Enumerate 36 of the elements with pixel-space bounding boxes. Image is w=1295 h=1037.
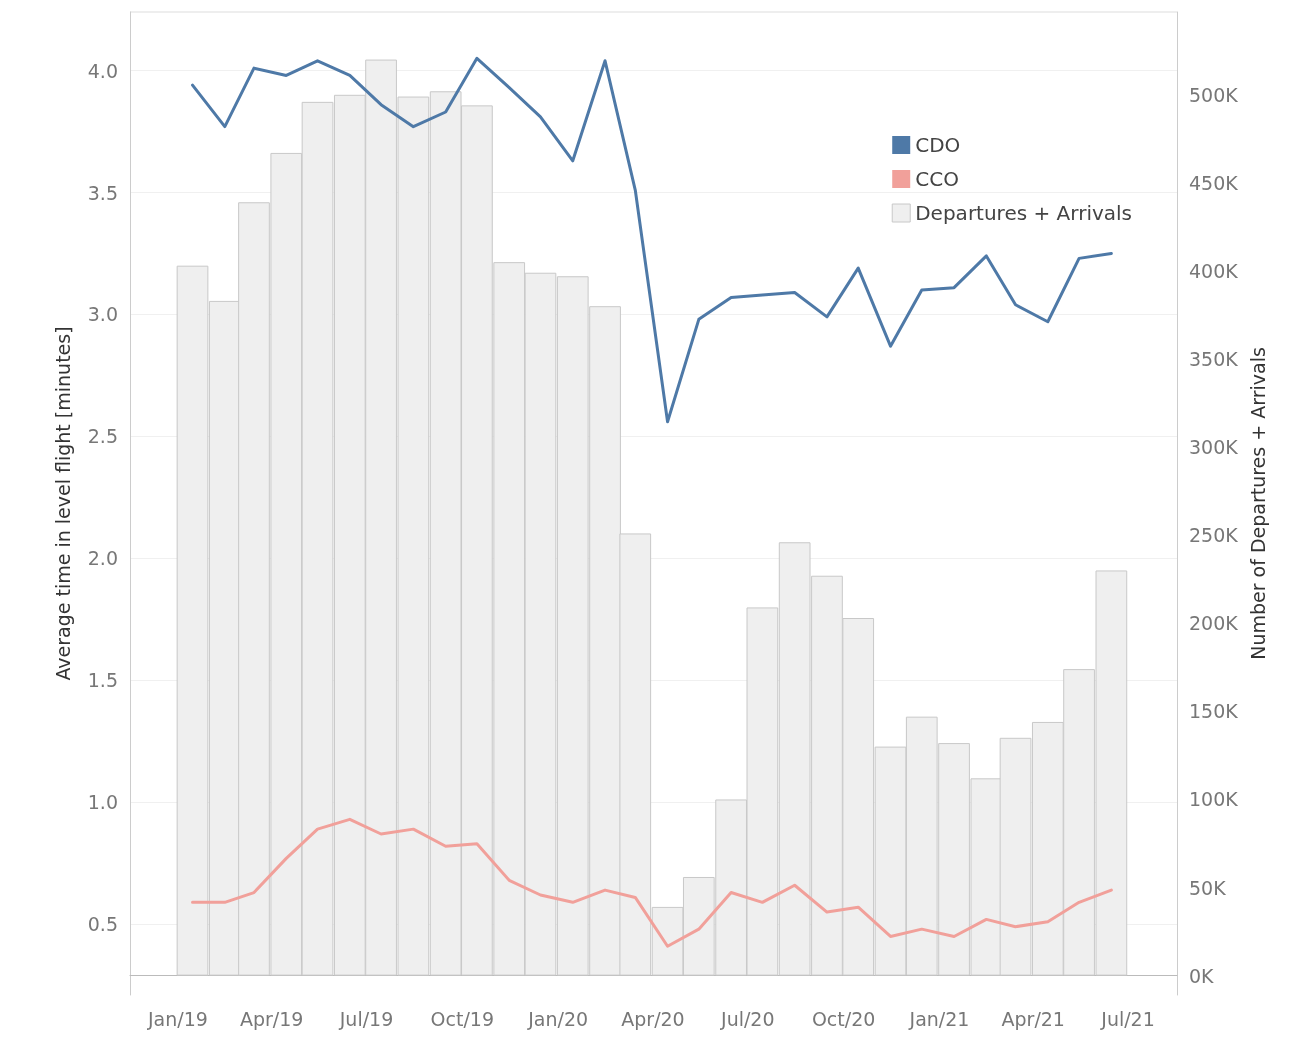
y2-axis-title: Number of Departures + Arrivals [1247, 347, 1270, 660]
x-tick-label: Jan/21 [908, 1007, 970, 1030]
y2-tick-label: 200K [1189, 612, 1239, 635]
y-tick-label: 4.0 [87, 59, 118, 82]
x-tick-label: Apr/19 [239, 1007, 304, 1030]
x-tick-label: Oct/20 [811, 1007, 876, 1030]
y-tick-label: 1.0 [87, 791, 118, 814]
x-tick-label: Apr/21 [1001, 1007, 1065, 1030]
y2-tick-label: 500K [1189, 83, 1239, 106]
y-axis-title: Average time in level flight [minutes] [51, 326, 74, 681]
y-tick-label: 2.0 [87, 547, 118, 570]
y-tick-label: 2.5 [87, 425, 118, 448]
y-tick-label: 0.5 [87, 913, 118, 936]
y2-tick-label: 450K [1189, 171, 1239, 194]
y2-tick-label: 50K [1189, 876, 1227, 899]
x-tick-label: Oct/19 [430, 1007, 495, 1030]
y-tick-label: 3.0 [87, 303, 118, 326]
y2-tick-label: 100K [1189, 788, 1239, 811]
x-tick-label: Jan/20 [527, 1007, 589, 1030]
y2-tick-label: 400K [1189, 259, 1239, 282]
x-tick-label: Apr/20 [621, 1007, 685, 1030]
y2-tick-label: 150K [1189, 700, 1239, 723]
line-series [191, 817, 1113, 948]
x-tick-label: Jul/21 [1100, 1007, 1155, 1030]
x-tick-label: Jul/19 [338, 1007, 394, 1030]
y2-tick-label: 250K [1189, 524, 1239, 547]
x-tick-label: Jan/19 [146, 1007, 208, 1030]
legend-label: Departures + Arrivals [915, 201, 1132, 225]
y-tick-label: 1.5 [87, 669, 118, 692]
y2-tick-label: 0K [1189, 964, 1215, 987]
y2-tick-label: 300K [1189, 436, 1239, 459]
legend-label: CDO [915, 133, 961, 157]
x-tick-label: Jul/20 [720, 1007, 775, 1030]
legend-label: CCO [915, 167, 959, 191]
y2-tick-label: 350K [1189, 348, 1239, 371]
y-tick-label: 3.5 [87, 181, 118, 204]
